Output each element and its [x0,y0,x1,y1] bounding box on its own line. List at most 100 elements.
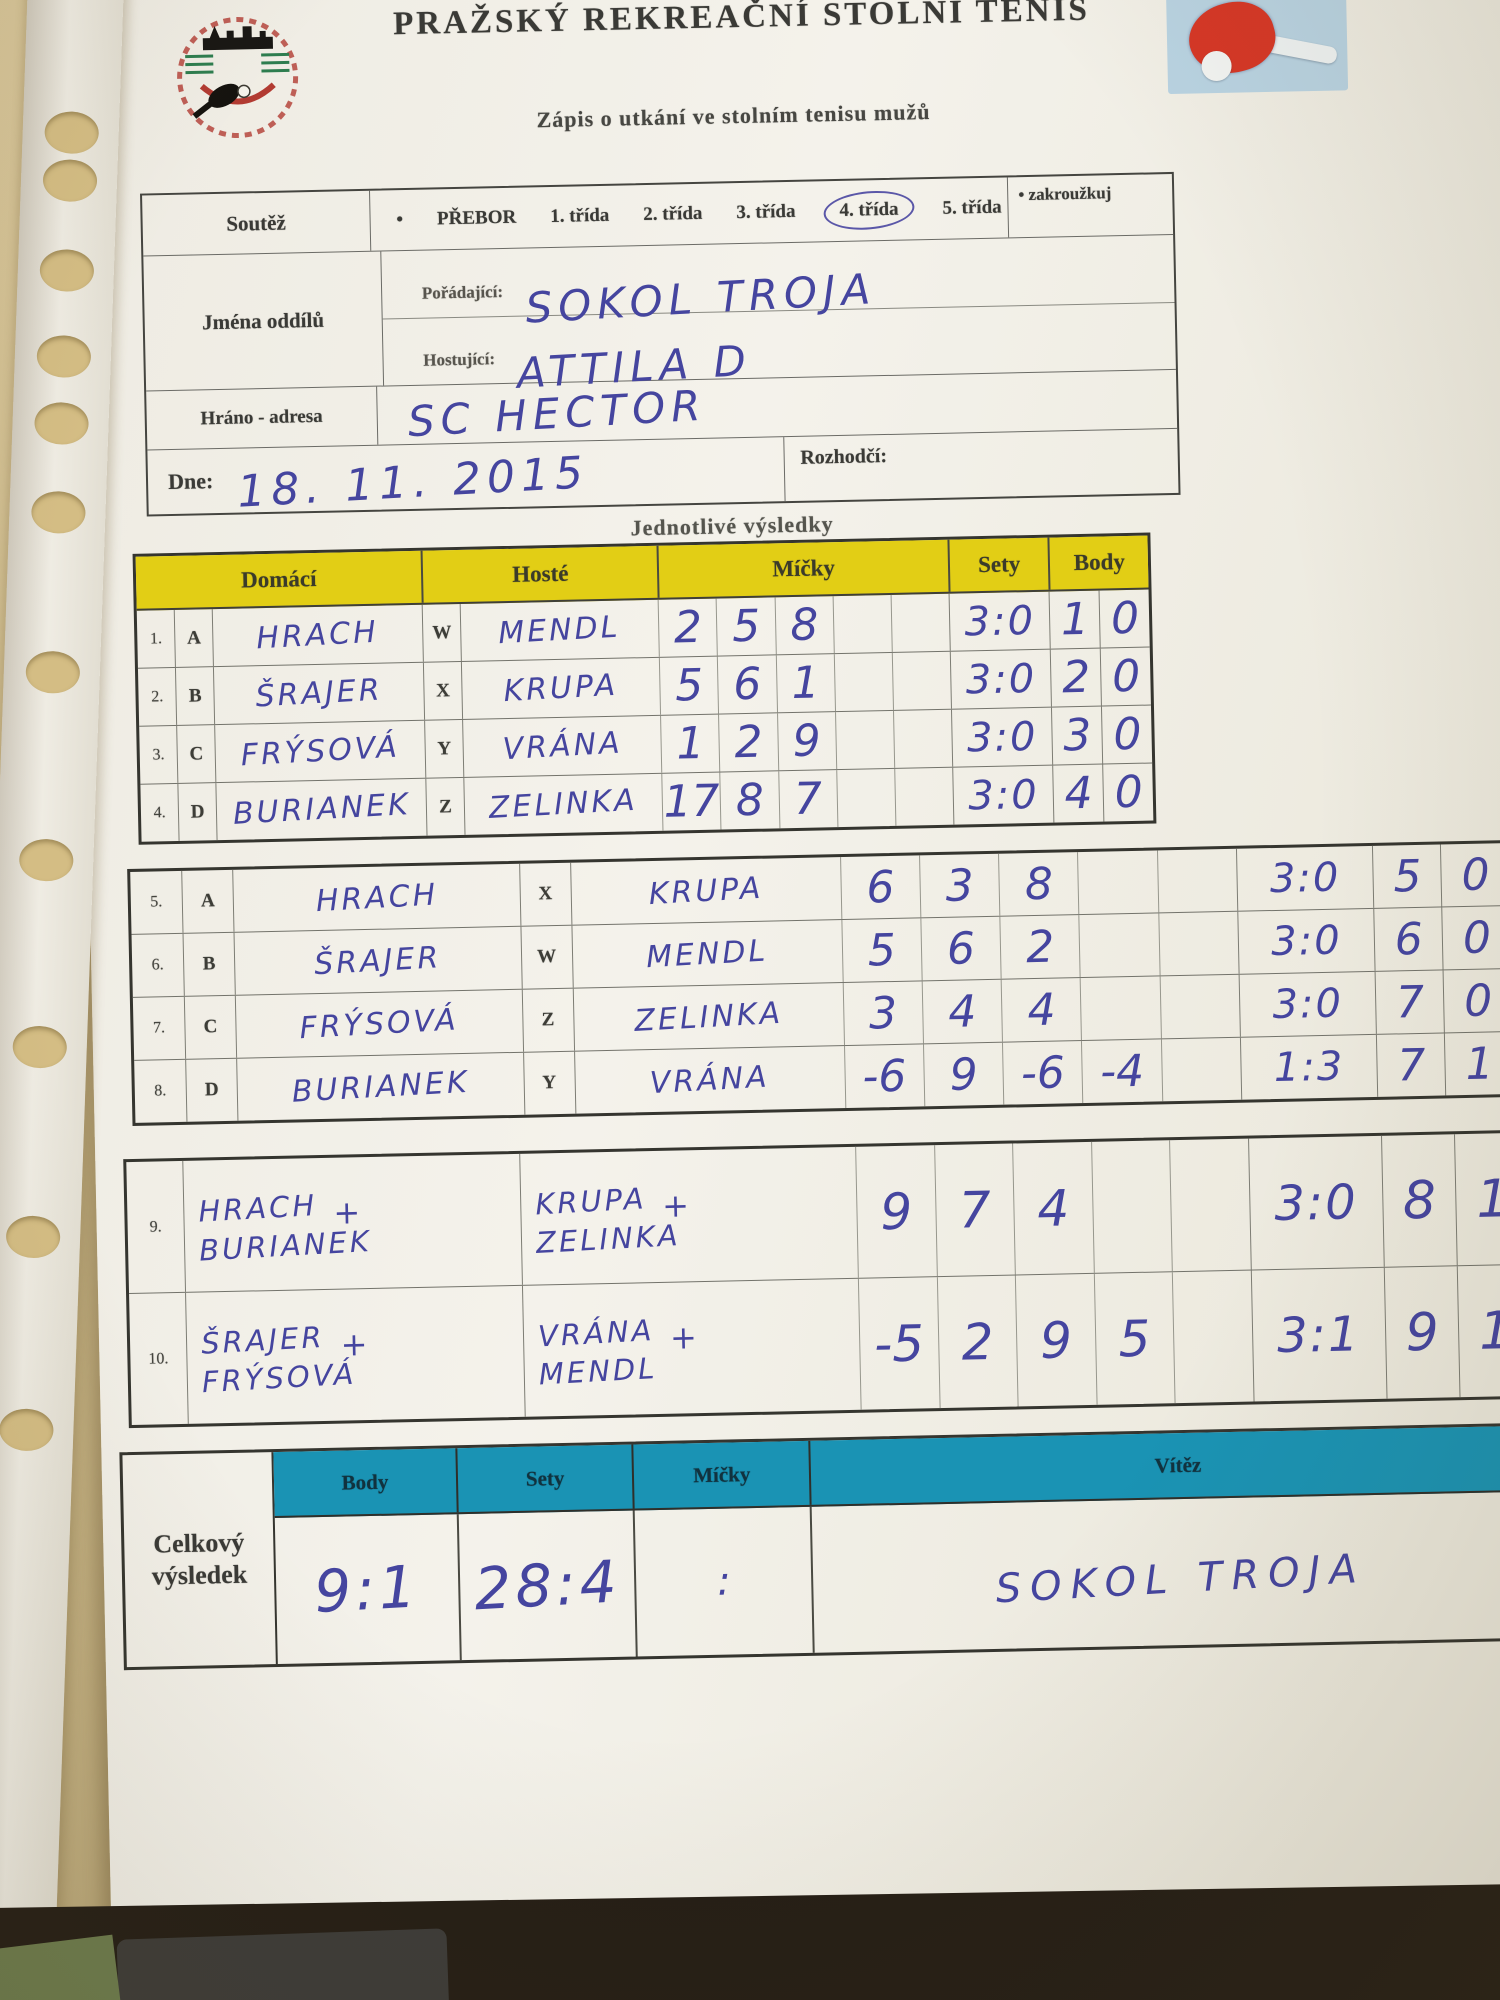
plus-sign: + [669,1317,698,1357]
home-player-1: ŠRAJER [200,1319,326,1361]
hosting-label: Pořádající: [421,281,504,303]
guest-player-1: VRÁNA [536,1312,655,1354]
referee-label: Rozhodčí: [800,445,888,469]
option-5-trida: 5. třída [942,196,1002,219]
guest-player: MENDL [645,932,770,975]
summary-col-sety: Sety [455,1444,634,1513]
summary-col-body: Body [341,1469,389,1495]
col-points: Body [1047,535,1149,590]
results-table-1: Domácí Hosté Míčky Sety Body 1. A HRACH … [132,532,1157,845]
points-guest: 0 [1110,592,1140,645]
form-subtitle: Zápis o utkání ve stolním tenisu mužů [536,99,931,133]
home-player: ŠRAJER [313,939,443,982]
home-player: FRÝSOVÁ [298,1001,460,1046]
guest-player-2: MENDL [537,1350,658,1392]
points-home: 5 [1392,850,1422,902]
points-guest: 0 [1461,848,1491,901]
option-prebor: PŘEBOR [436,206,517,230]
summary-col-micky: Míčky [631,1440,810,1509]
binder-hole [18,838,75,883]
summary-col-vitez: Vítěz [808,1425,1500,1505]
summary-values: 9:1 28:4 : SOKOL TROJA [275,1491,1500,1664]
points-home: 1 [1060,593,1090,646]
binder-hole [43,110,100,155]
binder-hole [5,1215,61,1259]
binder-hole [12,1025,68,1069]
total-sets: 28:4 [472,1547,623,1624]
sets-score: 3:0 [965,655,1037,703]
home-player: FRÝSOVÁ [239,729,401,774]
paddle-blade [1181,0,1283,83]
col-balls: Míčky [656,539,949,598]
points-guest: 0 [1463,974,1493,1027]
home-slot: A [174,609,213,667]
total-balls: : [716,1558,732,1605]
binder-hole [25,650,81,695]
col-home: Domácí [240,565,317,593]
points-home: 7 [1396,1039,1426,1091]
sets-score: 1:3 [1273,1043,1345,1092]
points-guest: 1 [1465,1037,1495,1090]
guest-player: ZELINKA [488,782,639,826]
sets-score: 3:0 [966,713,1038,761]
sets-score: 3:0 [964,597,1036,645]
club-logo [177,17,299,139]
team-names-label: Jména oddílů [143,251,384,391]
venue-label: Hráno - adresa [146,386,379,450]
total-points: 9:1 [312,1552,422,1627]
guest-slot: W [422,603,461,662]
sets-score: 3:0 [1272,980,1344,1029]
doubles-table: 9. HRACH + BURIANEK KRUPA + ZELINKA 9 7 … [123,1129,1500,1429]
home-player: ŠRAJER [254,672,384,715]
option-2-trida: 2. třída [643,202,703,226]
binder-hole [33,401,90,446]
col-sets: Sety [947,537,1049,592]
venue-value: SC HECTOR [406,380,708,447]
binder-hole [0,1407,55,1452]
ping-pong-ball [1201,50,1232,82]
bullet: • [396,209,404,231]
points-guest: 0 [1114,766,1144,819]
binder-hole [36,334,92,379]
points-home: 3 [1062,709,1092,762]
team-names-row: Jména oddílů Pořádající: SOKOL TROJA Hos… [143,233,1176,398]
sets-score: 3:0 [1270,917,1343,966]
points-guest: 0 [1112,708,1142,761]
home-player-1: HRACH [197,1187,319,1229]
home-player: BURIANEK [231,786,412,832]
page-title: PRAŽSKÝ REKREAČNÍ STOLNÍ TENIS [392,0,1091,43]
sets-score: 3:0 [1273,1173,1359,1232]
points-home: 6 [1394,913,1424,965]
date-value: 18. 11. 2015 [236,447,591,518]
competition-label: Soutěž [142,190,372,256]
home-player: BURIANEK [290,1064,471,1110]
points-guest: 1 [1478,1300,1500,1362]
points-home: 7 [1395,976,1425,1028]
guest-player-1: KRUPA [533,1180,647,1221]
points-home: 4 [1064,767,1094,820]
winner-name: SOKOL TROJA [994,1545,1367,1613]
points-home: 8 [1402,1170,1437,1231]
guest-player: VRÁNA [501,725,623,768]
sets-score: 3:1 [1276,1305,1361,1364]
binder-hole [30,490,87,535]
match-info-table: Soutěž • PŘEBOR 1. třída 2. třída 3. tří… [140,171,1181,518]
points-guest: 1 [1475,1168,1500,1230]
row-number: 1. [149,629,163,647]
sets-score: 3:0 [967,771,1040,819]
sets-score: 3:0 [1269,854,1341,903]
guest-player: ZELINKA [633,995,784,1039]
binder-hole [42,158,98,203]
points-guest: 0 [1462,911,1492,964]
dark-object-on-table [116,1928,450,2000]
guest-player: KRUPA [502,667,620,710]
overall-result-table: Celkový výsledek Body Sety Míčky Vítěz 9… [119,1422,1500,1671]
points-home: 2 [1061,651,1091,704]
points-guest: 0 [1111,650,1141,703]
option-4-trida-circled: 4. třída [829,194,909,226]
results-table-2: 5. A HRACH X KRUPA 6 3 8 3:0 5 0 6. B ŠR… [127,840,1500,1126]
guest-player: KRUPA [647,870,765,912]
home-player: HRACH [255,614,381,657]
overall-result-label: Celkový výsledek [122,1452,278,1668]
